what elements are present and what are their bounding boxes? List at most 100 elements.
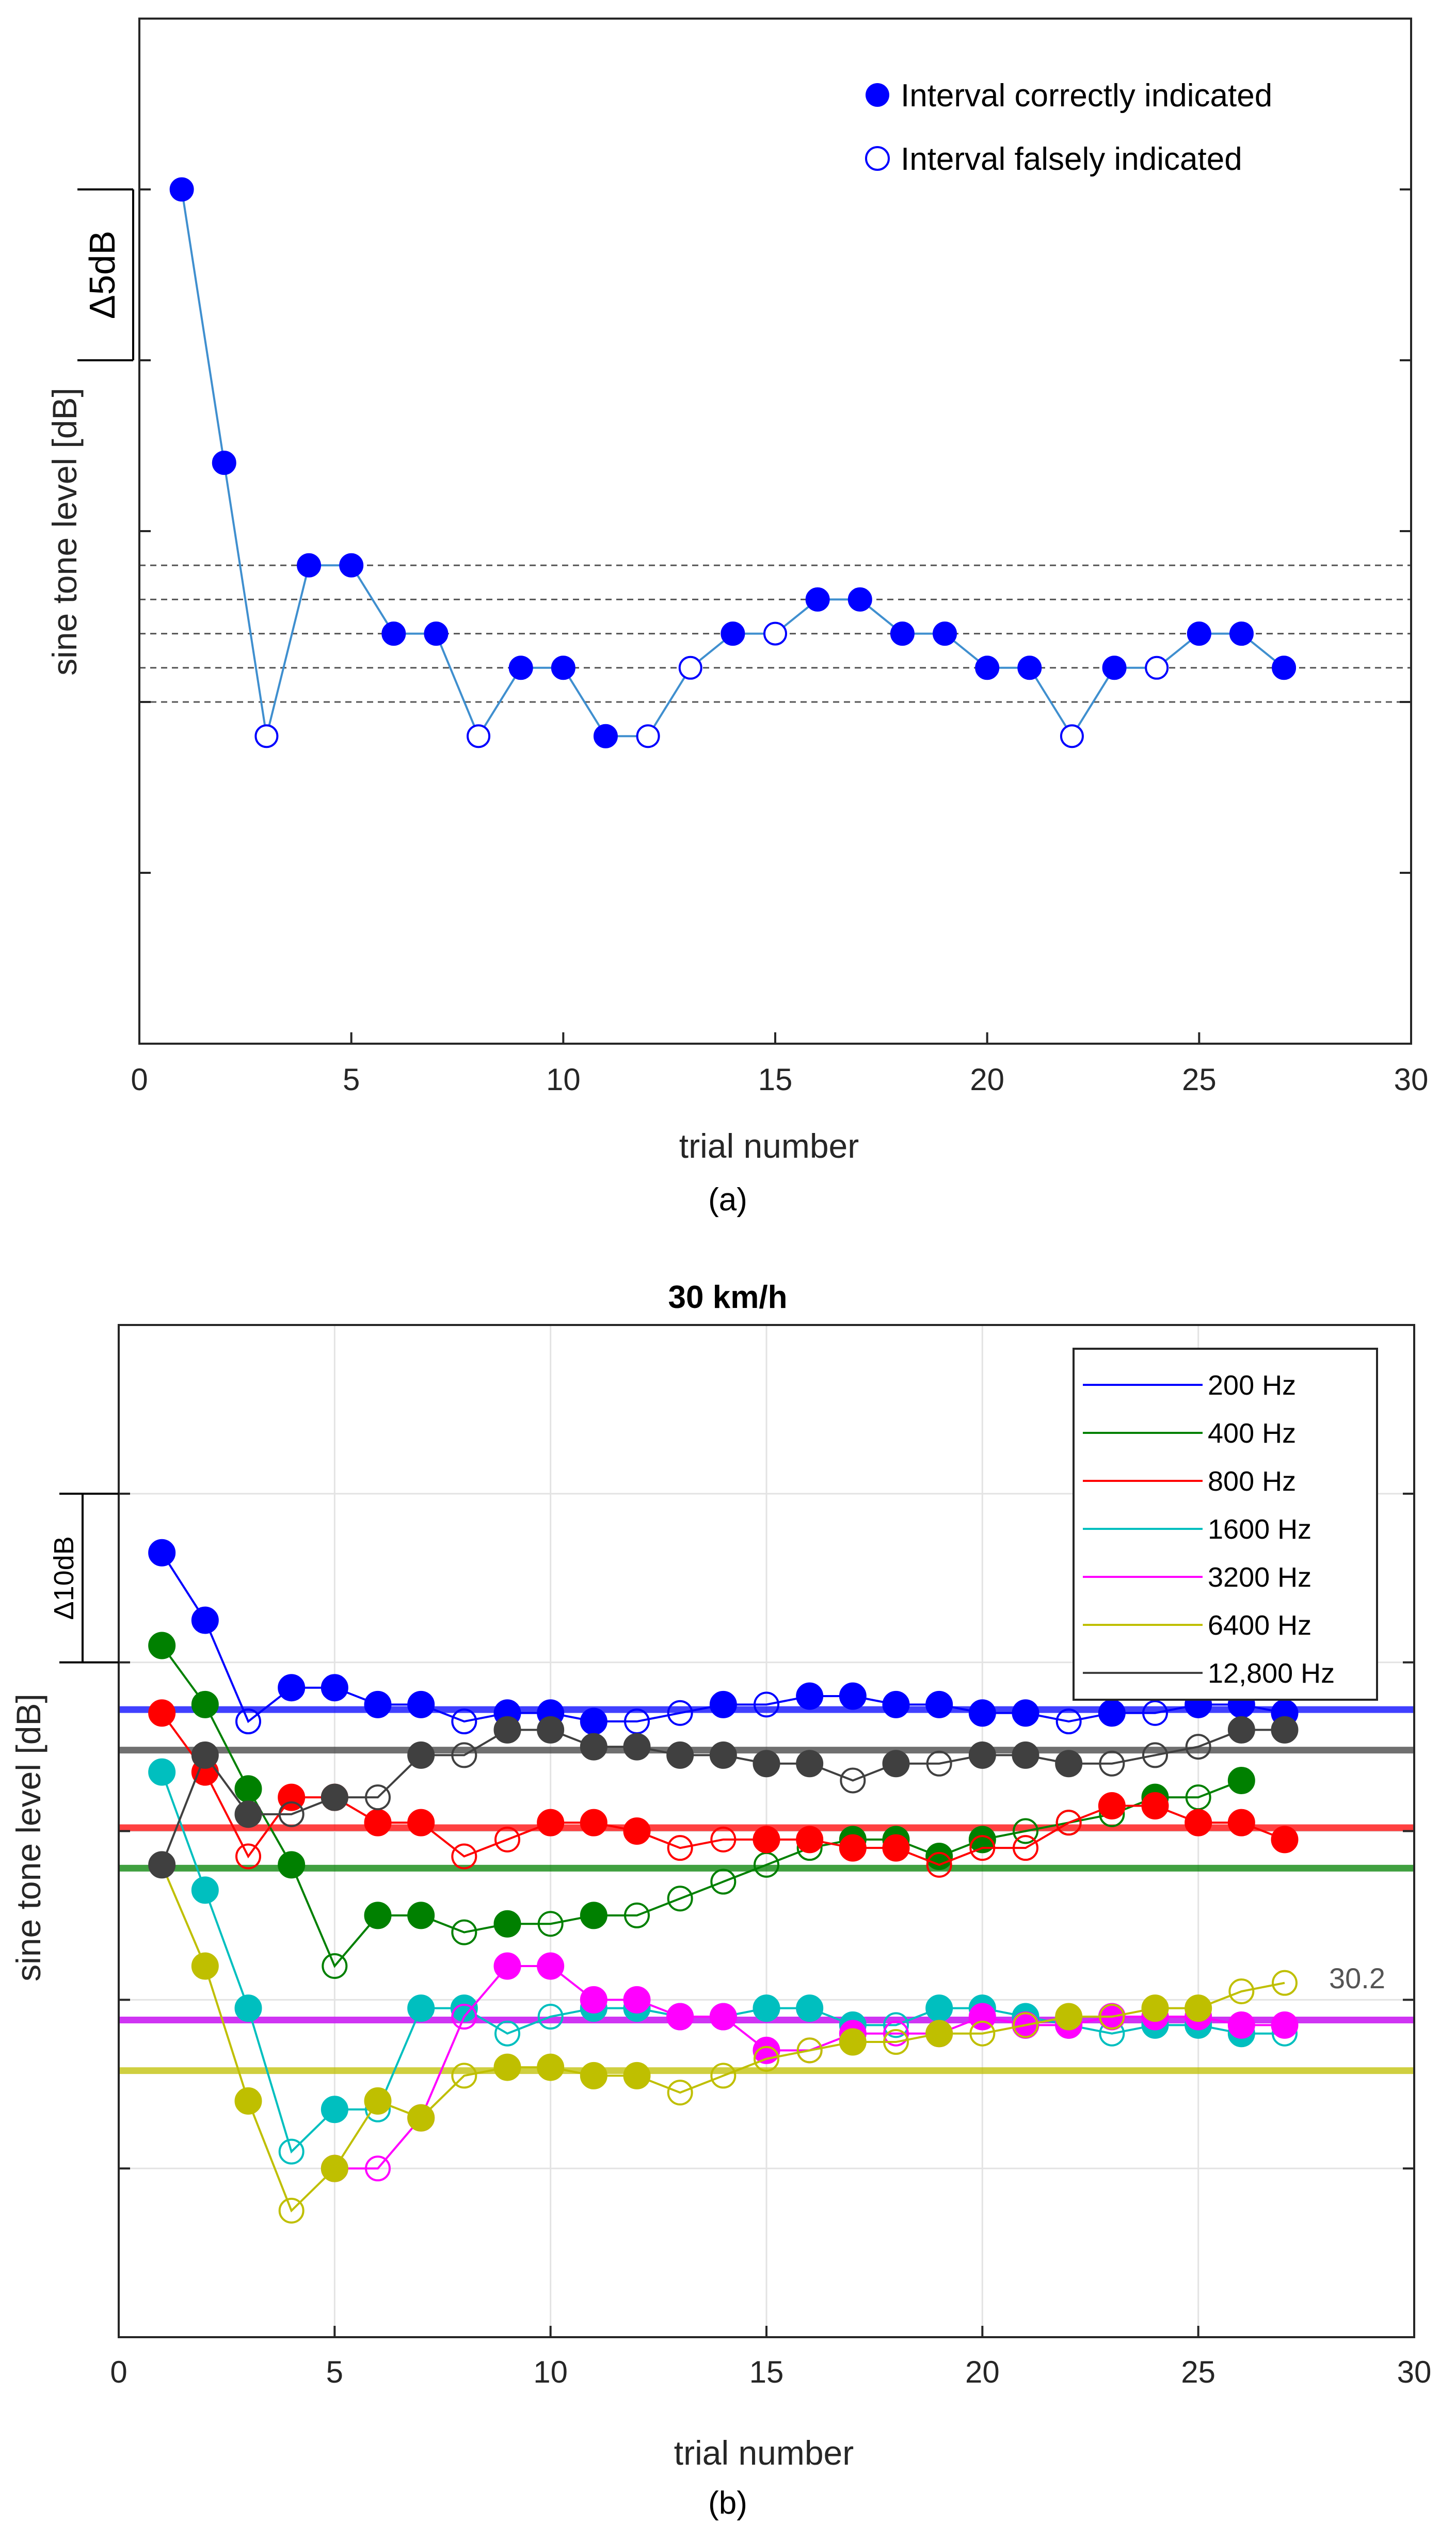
data-point-6400Hz-12: [623, 2062, 651, 2089]
data-point-12800Hz-20: [968, 1741, 996, 1769]
data-point-12800Hz-13: [666, 1741, 694, 1769]
data-point-400Hz-26: [1227, 1766, 1255, 1794]
data-point-1600Hz-10: [537, 2004, 564, 2030]
series-200Hz: [148, 1539, 1299, 1735]
data-point-11: [593, 724, 618, 748]
data-point-1600Hz-18: [883, 2012, 909, 2038]
data-point-12800Hz-26: [1227, 1716, 1255, 1744]
data-point-1600Hz-5: [321, 2096, 348, 2123]
data-point-10: [551, 656, 575, 680]
legend-label: 1600 Hz: [1208, 1514, 1311, 1545]
data-point-200Hz-17: [839, 1682, 867, 1710]
data-point-6400Hz-5: [321, 2154, 348, 2182]
data-point-800Hz-17: [839, 1834, 867, 1862]
data-point-1600Hz-1: [148, 1758, 176, 1786]
series-12800Hz: [148, 1716, 1299, 1879]
data-point-6400Hz-13: [667, 2080, 693, 2106]
data-point-200Hz-5: [321, 1674, 348, 1702]
data-point-12800Hz-14: [709, 1741, 737, 1769]
x-tick-label: 30: [1394, 1062, 1429, 1097]
data-point-800Hz-20: [969, 1835, 996, 1861]
data-point-800Hz-15: [753, 1826, 780, 1854]
data-point-12800Hz-2: [191, 1741, 219, 1769]
data-point-200Hz-8: [451, 1708, 477, 1735]
legend-filled-marker-icon: [866, 83, 889, 107]
data-point-9: [508, 656, 533, 680]
panel-a-chart: 0 5 10 15 20 25 30 Δ5dB trial number sine tone…: [45, 18, 1428, 1218]
panel-a-x-ticks: 0 5 10 15 20 25 30: [131, 1032, 1428, 1097]
data-point-800Hz-3: [235, 1843, 261, 1870]
series-6400Hz: [149, 1851, 1298, 2224]
data-point-200Hz-14: [709, 1690, 737, 1718]
data-point-12800Hz-11: [580, 1733, 607, 1761]
data-point-12800Hz-19: [926, 1750, 952, 1777]
data-point-400Hz-4: [278, 1851, 306, 1879]
data-point-1600Hz-8: [450, 1994, 478, 2022]
data-point-800Hz-22: [1055, 1810, 1082, 1836]
x-tick-label: 20: [970, 1062, 1004, 1097]
x-tick-label: 10: [533, 2355, 568, 2389]
data-point-400Hz-5: [322, 1953, 348, 1979]
data-point-200Hz-24: [1142, 1700, 1168, 1726]
data-point-800Hz-23: [1098, 1792, 1126, 1819]
panel-b-caption: (b): [708, 2485, 747, 2521]
data-point-14: [721, 621, 745, 646]
data-point-6400Hz-21: [1013, 2012, 1038, 2038]
data-point-12800Hz-12: [623, 1733, 651, 1761]
data-point-12800Hz-18: [882, 1750, 910, 1778]
x-tick-label: 5: [326, 2355, 343, 2389]
data-point-400Hz-20: [968, 1826, 996, 1854]
data-point-6400Hz-9: [493, 2053, 521, 2081]
data-point-400Hz-7: [407, 1902, 435, 1929]
data-point-12800Hz-27: [1271, 1716, 1299, 1744]
data-point-6400Hz-8: [451, 2063, 477, 2089]
panel-b-title: 30 km/h: [668, 1280, 788, 1315]
x-tick-label: 20: [965, 2355, 1000, 2389]
x-tick-label: 10: [546, 1062, 581, 1097]
data-point-12800Hz-8: [451, 1742, 477, 1768]
data-point-200Hz-7: [407, 1690, 435, 1718]
data-point-400Hz-10: [537, 1911, 564, 1937]
data-point-1600Hz-7: [407, 1994, 435, 2022]
data-point-24: [1145, 656, 1169, 680]
data-point-12800Hz-25: [1185, 1734, 1211, 1760]
data-point-3200Hz-13: [666, 2003, 694, 2031]
panel-b-x-ticks: 0 5 10 15 20 25 30: [110, 2326, 1431, 2389]
x-tick-label: 0: [110, 2355, 127, 2389]
x-tick-label: 30: [1397, 2355, 1432, 2389]
data-point-3200Hz-10: [537, 1952, 565, 1980]
data-point-3200Hz-27: [1271, 2011, 1299, 2039]
data-point-12800Hz-16: [796, 1750, 824, 1778]
data-point-800Hz-10: [537, 1809, 565, 1837]
series-line-800Hz: [161, 1712, 1285, 1866]
data-point-800Hz-6: [364, 1809, 392, 1837]
data-point-800Hz-8: [451, 1843, 477, 1870]
data-point-200Hz-2: [191, 1606, 219, 1634]
panel-a-series: [169, 177, 1297, 748]
data-point-800Hz-27: [1271, 1826, 1299, 1854]
data-point-800Hz-14: [710, 1826, 737, 1853]
data-point-6400Hz-24: [1141, 1994, 1169, 2022]
panel-b-series: [148, 1539, 1299, 2224]
panel-a-legend: Interval correctly indicated Interval fa…: [865, 78, 1272, 177]
data-point-1600Hz-2: [191, 1876, 219, 1904]
data-point-200Hz-15: [754, 1691, 779, 1718]
legend-label: 6400 Hz: [1208, 1610, 1311, 1641]
data-point-3: [254, 724, 279, 748]
data-point-200Hz-22: [1055, 1708, 1082, 1735]
data-point-12800Hz-4: [278, 1801, 305, 1827]
data-point-3200Hz-8: [451, 2004, 477, 2030]
data-point-800Hz-18: [882, 1834, 910, 1862]
data-point-4: [297, 553, 322, 578]
data-point-1600Hz-16: [796, 1994, 824, 2022]
data-point-6400Hz-16: [796, 2037, 823, 2064]
panel-b-scale-bar-label: Δ10dB: [49, 1536, 79, 1620]
series-line-6400Hz: [161, 1864, 1285, 2213]
data-point-8: [467, 724, 491, 748]
data-point-16: [805, 587, 830, 612]
data-point-12800Hz-21: [1012, 1741, 1039, 1769]
data-point-3200Hz-9: [493, 1952, 521, 1980]
data-point-6400Hz-25: [1185, 1994, 1212, 2022]
data-point-200Hz-21: [1012, 1699, 1039, 1727]
